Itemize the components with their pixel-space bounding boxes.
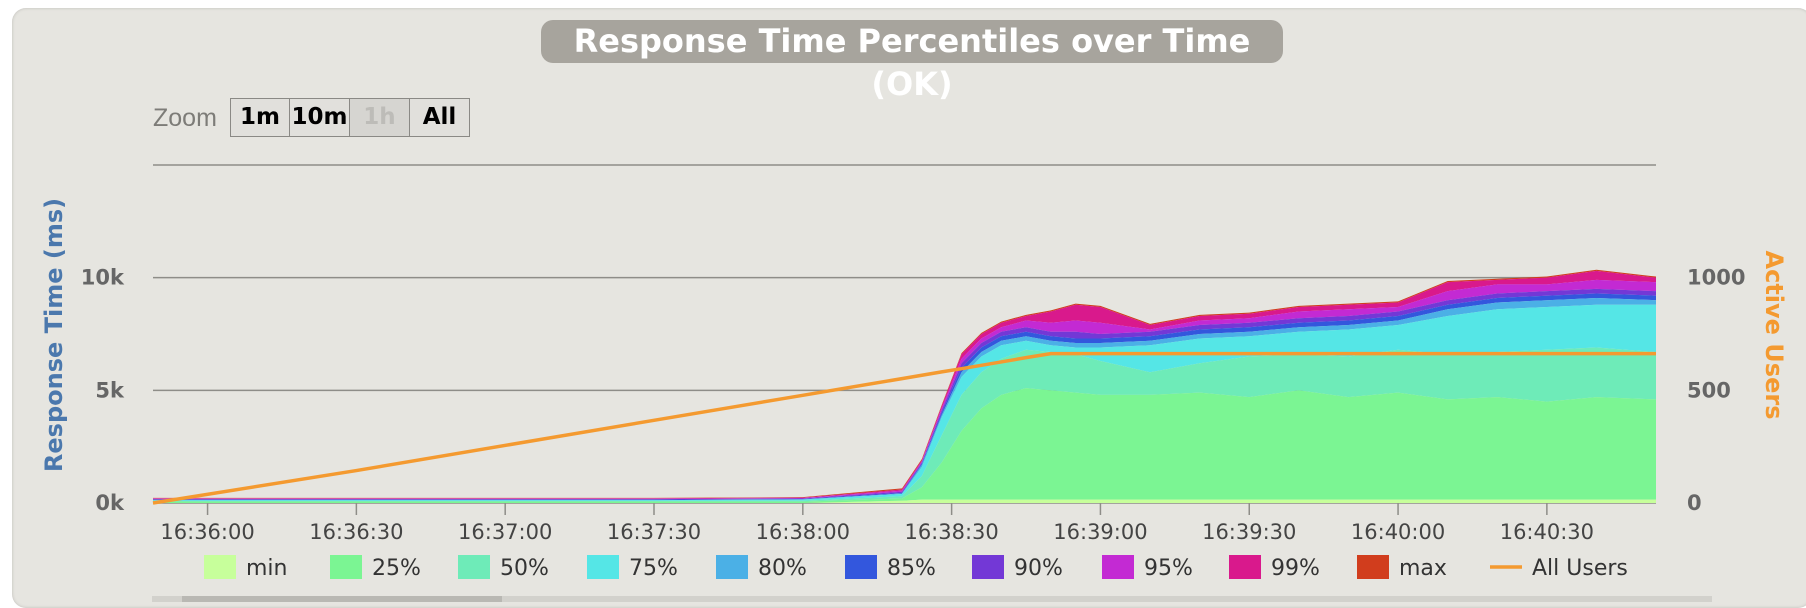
- y-tick-label-2: 10k: [81, 266, 125, 290]
- x-tick-label-8: 16:40:00: [1351, 520, 1445, 544]
- y2-tick-label-2: 1000: [1687, 266, 1745, 290]
- navigator-handle[interactable]: [182, 596, 502, 602]
- legend-swatch-p85[interactable]: [845, 555, 877, 579]
- y2-tick-label-0: 0: [1687, 491, 1702, 515]
- legend-swatch-min[interactable]: [204, 555, 236, 579]
- legend-swatch-p95[interactable]: [1102, 555, 1134, 579]
- x-tick-label-1: 16:36:30: [309, 520, 403, 544]
- zoom-1h-button: 1h: [349, 98, 410, 137]
- legend-label-p50[interactable]: 50%: [500, 556, 549, 581]
- y2-tick-label-1: 500: [1687, 378, 1731, 402]
- legend-swatch-p25[interactable]: [330, 555, 362, 579]
- legend-label-p25[interactable]: 25%: [372, 556, 421, 581]
- y-axis-title: Response Time (ms): [40, 198, 68, 472]
- legend-label-max[interactable]: max: [1399, 556, 1447, 581]
- x-tick-label-3: 16:37:30: [607, 520, 701, 544]
- legend-label-p99[interactable]: 99%: [1271, 556, 1320, 581]
- legend-label-p85[interactable]: 85%: [887, 556, 936, 581]
- y2-axis-ticks: 0 500 1000: [1687, 266, 1745, 515]
- legend-swatch-p80[interactable]: [716, 555, 748, 579]
- chart-title: Response Time Percentiles over Time (OK): [541, 20, 1283, 103]
- legend-label-p80[interactable]: 80%: [758, 556, 807, 581]
- zoom-all-button[interactable]: All: [409, 98, 470, 137]
- legend-swatch-p90[interactable]: [972, 555, 1004, 579]
- legend-label-p95[interactable]: 95%: [1144, 556, 1193, 581]
- legend-label-p75[interactable]: 75%: [629, 556, 678, 581]
- legend-label-users[interactable]: All Users: [1532, 556, 1628, 581]
- all-users-line: [152, 351, 1656, 505]
- y-tick-label-1: 5k: [95, 378, 125, 402]
- legend-label-p90[interactable]: 90%: [1014, 556, 1063, 581]
- x-tick-label-5: 16:38:30: [904, 520, 998, 544]
- zoom-1m-button[interactable]: 1m: [230, 98, 290, 137]
- x-tick-label-9: 16:40:30: [1500, 520, 1594, 544]
- legend-swatch-p99[interactable]: [1229, 555, 1261, 579]
- y2-axis-title: Active Users: [1760, 251, 1788, 420]
- area-p50: [153, 347, 1656, 502]
- legend-label-min[interactable]: min: [246, 556, 288, 581]
- users-line-layer: [152, 351, 1656, 505]
- legend: min 25% 50% 75% 80% 85% 90% 95% 99% max All Users: [204, 555, 1628, 581]
- y-tick-label-0: 0k: [95, 491, 125, 515]
- y-axis-ticks: 0k 5k 10k: [81, 266, 125, 515]
- x-tick-label-6: 16:39:00: [1053, 520, 1147, 544]
- x-tick-label-7: 16:39:30: [1202, 520, 1296, 544]
- legend-swatch-max[interactable]: [1357, 555, 1389, 579]
- navigator-track[interactable]: [152, 596, 1712, 602]
- area-p25: [153, 388, 1656, 503]
- x-tick-label-4: 16:38:00: [756, 520, 850, 544]
- x-tick-label-0: 16:36:00: [160, 520, 254, 544]
- x-axis-ticks: 16:36:00 16:36:30 16:37:00 16:37:30 16:38:00…: [160, 503, 1594, 544]
- legend-swatch-p50[interactable]: [458, 555, 490, 579]
- zoom-label: Zoom: [153, 104, 217, 132]
- area-min: [153, 499, 1656, 503]
- legend-swatch-p75[interactable]: [587, 555, 619, 579]
- zoom-10m-button[interactable]: 10m: [289, 98, 350, 137]
- x-tick-label-2: 16:37:00: [458, 520, 552, 544]
